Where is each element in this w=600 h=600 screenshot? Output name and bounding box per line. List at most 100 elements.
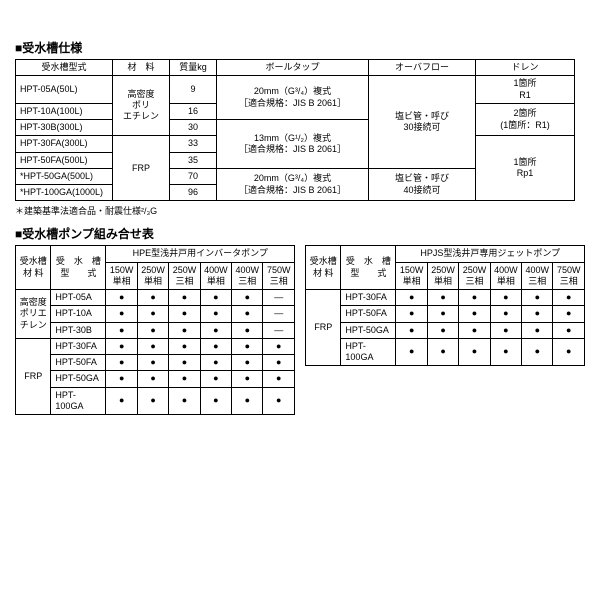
cell-mark: ● (427, 338, 458, 366)
cell-mark: ● (522, 338, 553, 366)
hdr-power: 750W 三相 (553, 262, 585, 290)
hdr-drain: ドレン (476, 60, 575, 76)
cell-mark: ● (169, 290, 200, 306)
cell-mark: ● (490, 290, 521, 306)
cell-mark: ● (169, 322, 200, 338)
hdr-power: 250W 単相 (137, 262, 168, 290)
cell-mark: ● (459, 322, 490, 338)
cell-mark: ● (106, 371, 137, 387)
cell-mass: 16 (170, 103, 217, 119)
hdr-model: 受 水 槽 型 式 (341, 246, 396, 290)
cell-model: HPT-30FA(300L) (16, 136, 113, 152)
cell-mark: ● (232, 338, 263, 354)
table-row: HPT-50FA●●●●●● (16, 355, 295, 371)
table-row: 高密度 ポリエ チレンHPT-05A●●●●●— (16, 290, 295, 306)
hdr-pump: HPJS型浅井戸専用ジェットポンプ (396, 246, 585, 262)
cell-mark: ● (137, 290, 168, 306)
cell-material: 高密度 ポリ エチレン (113, 76, 170, 136)
cell-model: HPT-30B (51, 322, 106, 338)
table-row: HPT-50GA●●●●●● (16, 371, 295, 387)
cell-mark: ● (396, 306, 427, 322)
cell-mark: ● (459, 306, 490, 322)
cell-mark: ● (137, 355, 168, 371)
cell-model: HPT-30FA (341, 290, 396, 306)
hdr-mass: 質量kg (170, 60, 217, 76)
table-row: HPT-100GA●●●●●● (306, 338, 585, 366)
cell-model: HPT-05A (51, 290, 106, 306)
cell-balltap: 20mm（G³/₄）複式 ［適合規格：JIS B 2061］ (217, 76, 369, 120)
cell-mark: ● (169, 306, 200, 322)
cell-mark: ● (200, 306, 231, 322)
hdr-power: 250W 単相 (427, 262, 458, 290)
cell-mark: ● (106, 306, 137, 322)
cell-mark: ● (200, 387, 231, 415)
cell-model: HPT-30B(300L) (16, 120, 113, 136)
cell-mark: ● (522, 290, 553, 306)
cell-model: HPT-50GA (51, 371, 106, 387)
cell-mark: ● (200, 371, 231, 387)
cell-mark: ● (427, 290, 458, 306)
cell-model: HPT-10A(100L) (16, 103, 113, 119)
hdr-power: 400W 三相 (232, 262, 263, 290)
table-row: FRPHPT-30FA●●●●●● (306, 290, 585, 306)
cell-model: HPT-50FA (51, 355, 106, 371)
cell-mark: ● (490, 338, 521, 366)
cell-model: HPT-50GA (341, 322, 396, 338)
cell-mark: ● (106, 322, 137, 338)
table-row: HPT-10A●●●●●— (16, 306, 295, 322)
cell-mark: ● (169, 338, 200, 354)
hdr-power: 250W 三相 (459, 262, 490, 290)
cell-mark: ● (137, 387, 168, 415)
cell-mark: ● (553, 322, 585, 338)
cell-balltap: 20mm（G³/₄）複式 ［適合規格：JIS B 2061］ (217, 168, 369, 201)
cell-mark: ● (137, 322, 168, 338)
cell-mark: ● (200, 338, 231, 354)
cell-mass: 96 (170, 185, 217, 201)
table-row: HPT-30B●●●●●— (16, 322, 295, 338)
cell-mark: — (263, 290, 295, 306)
cell-model: HPT-50FA (341, 306, 396, 322)
cell-mark: ● (232, 306, 263, 322)
hdr-power: 750W 三相 (263, 262, 295, 290)
hdr-power: 150W 単相 (396, 262, 427, 290)
cell-mark: ● (137, 338, 168, 354)
cell-balltap: 13mm（G¹/₂）複式 ［適合規格：JIS B 2061］ (217, 120, 369, 169)
cell-drain: 2箇所 (1箇所：R1) (476, 103, 575, 136)
spec-note: ＊建築基準法適合品・耐震仕様²/₃G (15, 204, 585, 217)
cell-model: *HPT-100GA(1000L) (16, 185, 113, 201)
cell-material: FRP (113, 136, 170, 201)
cell-mark: ● (263, 338, 295, 354)
hdr-material: 材 料 (113, 60, 170, 76)
cell-mark: ● (200, 290, 231, 306)
cell-mark: ● (232, 290, 263, 306)
cell-model: HPT-10A (51, 306, 106, 322)
cell-mass: 33 (170, 136, 217, 152)
cell-mat: FRP (16, 338, 51, 414)
cell-model: HPT-50FA(500L) (16, 152, 113, 168)
hdr-pump: HPE型浅井戸用インバータポンプ (106, 246, 295, 262)
hdr-model: 受 水 槽 型 式 (51, 246, 106, 290)
cell-mark: ● (106, 387, 137, 415)
cell-mark: ● (427, 322, 458, 338)
cell-mark: ● (263, 371, 295, 387)
cell-mark: ● (459, 290, 490, 306)
cell-mark: ● (553, 306, 585, 322)
cell-model: HPT-30FA (51, 338, 106, 354)
cell-mark: ● (553, 290, 585, 306)
spec-title: ■受水槽仕様 (15, 39, 585, 56)
cell-mark: ● (169, 371, 200, 387)
cell-mark: ● (522, 306, 553, 322)
cell-mark: — (263, 322, 295, 338)
hdr-power: 400W 三相 (522, 262, 553, 290)
cell-mark: ● (200, 355, 231, 371)
table-row: FRPHPT-30FA●●●●●● (16, 338, 295, 354)
combo-title: ■受水槽ポンプ組み合せ表 (15, 225, 585, 242)
cell-mark: ● (263, 387, 295, 415)
table-row: HPT-50GA●●●●●● (306, 322, 585, 338)
cell-mark: ● (106, 338, 137, 354)
cell-mark: ● (459, 338, 490, 366)
cell-mark: ● (106, 290, 137, 306)
cell-model: *HPT-50GA(500L) (16, 168, 113, 184)
cell-mark: ● (263, 355, 295, 371)
cell-mark: ● (106, 355, 137, 371)
